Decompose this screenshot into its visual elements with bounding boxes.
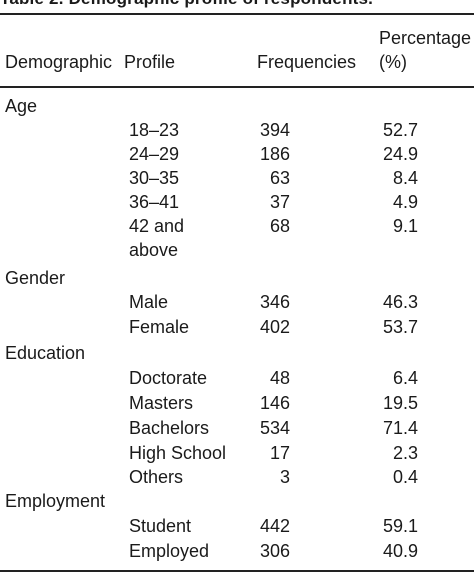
table-caption: Table 2. Demographic profile of responde… (0, 0, 373, 9)
profile-cell: Female (129, 317, 190, 337)
profile-cell: 24–29 (129, 144, 180, 164)
percentage-cell: 4.9 (392, 192, 418, 212)
profile-cell: Doctorate (129, 368, 208, 388)
percentage-cell: 0.4 (392, 467, 418, 487)
frequency-cell: 394 (259, 120, 290, 140)
header-demographic: Demographic (5, 52, 113, 72)
percentage-cell: 59.1 (382, 516, 418, 536)
header-rule (0, 86, 474, 88)
profile-cell: Others (129, 467, 184, 487)
header-frequencies: Frequencies (257, 52, 357, 72)
header-profile: Profile (124, 52, 176, 72)
percentage-cell: 2.3 (392, 443, 418, 463)
percentage-cell: 9.1 (392, 216, 418, 236)
profile-cell: 36–41 (129, 192, 180, 212)
profile-cell: Bachelors (129, 418, 210, 438)
percentage-cell: 6.4 (392, 368, 418, 388)
profile-cell: Student (129, 516, 192, 536)
bottom-rule (0, 570, 474, 572)
frequency-cell: 186 (259, 144, 290, 164)
frequency-cell: 346 (259, 292, 290, 312)
percentage-cell: 40.9 (382, 541, 418, 561)
profile-cell: Employed (129, 541, 210, 561)
percentage-cell: 19.5 (382, 393, 418, 413)
frequency-cell: 37 (269, 192, 290, 212)
frequency-cell: 402 (259, 317, 290, 337)
profile-cell: High School (129, 443, 227, 463)
header-percentage: Percentage (%) (379, 28, 472, 72)
percentage-cell: 8.4 (392, 168, 418, 188)
profile-cell: 42 and above (129, 216, 185, 260)
category-label: Gender (5, 268, 66, 288)
frequency-cell: 3 (279, 467, 290, 487)
frequency-cell: 146 (259, 393, 290, 413)
frequency-cell: 306 (259, 541, 290, 561)
profile-cell: 18–23 (129, 120, 180, 140)
frequency-cell: 48 (269, 368, 290, 388)
percentage-cell: 46.3 (382, 292, 418, 312)
percentage-cell: 71.4 (382, 418, 418, 438)
frequency-cell: 442 (259, 516, 290, 536)
frequency-cell: 68 (269, 216, 290, 236)
category-label: Education (5, 343, 86, 363)
category-label: Employment (5, 491, 106, 511)
frequency-cell: 534 (259, 418, 290, 438)
profile-cell: Masters (129, 393, 194, 413)
profile-cell: Male (129, 292, 169, 312)
profile-cell: 30–35 (129, 168, 180, 188)
category-label: Age (5, 96, 38, 116)
top-rule (0, 13, 474, 15)
frequency-cell: 17 (269, 443, 290, 463)
percentage-cell: 53.7 (382, 317, 418, 337)
percentage-cell: 52.7 (382, 120, 418, 140)
frequency-cell: 63 (269, 168, 290, 188)
percentage-cell: 24.9 (382, 144, 418, 164)
